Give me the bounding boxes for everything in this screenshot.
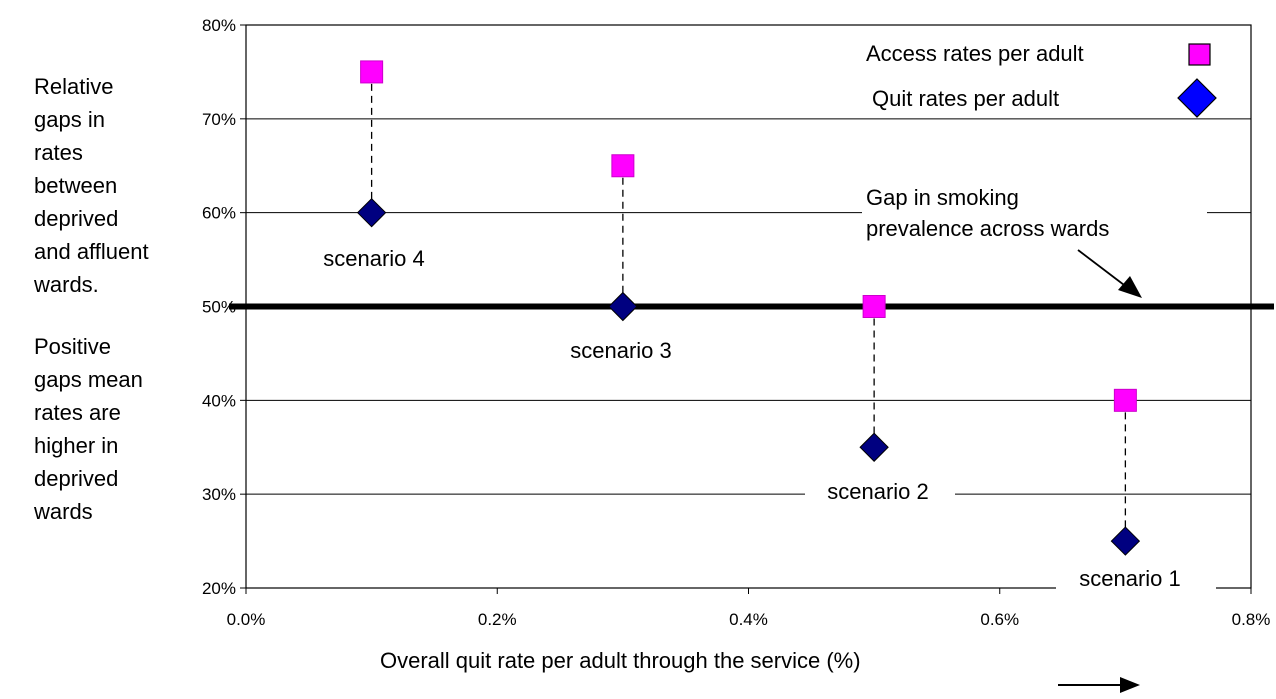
y-tick-label: 20% <box>202 579 236 598</box>
x-tick-label: 0.8% <box>1232 610 1271 629</box>
y-axis-note-bottom: Positive gaps mean rates are higher in d… <box>34 334 143 524</box>
label-background <box>862 180 1207 250</box>
y-tick-label: 30% <box>202 485 236 504</box>
legend-label: Quit rates per adult <box>872 86 1059 111</box>
x-axis-arrowhead <box>1120 677 1140 693</box>
quit-rate-marker <box>1110 526 1141 556</box>
x-axis-label: Overall quit rate per adult through the … <box>380 648 861 673</box>
label-background <box>1056 560 1216 600</box>
reference-arrowhead <box>1118 276 1142 298</box>
reference-label: prevalence across wards <box>866 216 1109 241</box>
access-rate-marker <box>611 154 635 178</box>
scenario-label: scenario 1 <box>1079 566 1181 591</box>
reference-arrow-shaft <box>1077 249 1129 289</box>
label-background <box>805 472 955 512</box>
y-tick-label: 50% <box>202 298 236 317</box>
scenario-label: scenario 3 <box>570 338 672 363</box>
scenario-label: scenario 2 <box>827 479 929 504</box>
y-tick-label: 60% <box>202 204 236 223</box>
y-tick-label: 40% <box>202 391 236 410</box>
quit-rate-marker <box>608 291 638 322</box>
quit-rate-marker <box>356 197 387 228</box>
legend-quit-swatch <box>1177 78 1217 118</box>
y-tick-label: 70% <box>202 110 236 129</box>
x-tick-label: 0.4% <box>729 610 768 629</box>
legend-access-swatch <box>1188 43 1211 66</box>
x-tick-label: 0.6% <box>980 610 1019 629</box>
access-rate-marker <box>360 60 384 84</box>
x-tick-label: 0.0% <box>227 610 266 629</box>
access-rate-marker <box>1113 388 1137 412</box>
label-background <box>862 35 1212 113</box>
legend-label: Access rates per adult <box>866 41 1084 66</box>
quit-rate-marker <box>859 432 889 462</box>
access-rate-marker <box>862 295 886 318</box>
reference-label: Gap in smoking <box>866 185 1019 210</box>
y-axis-note-top: Relative gaps in rates between deprived … <box>34 74 149 297</box>
y-tick-label: 80% <box>202 16 236 35</box>
scenario-label: scenario 4 <box>323 246 425 271</box>
x-tick-label: 0.2% <box>478 610 517 629</box>
